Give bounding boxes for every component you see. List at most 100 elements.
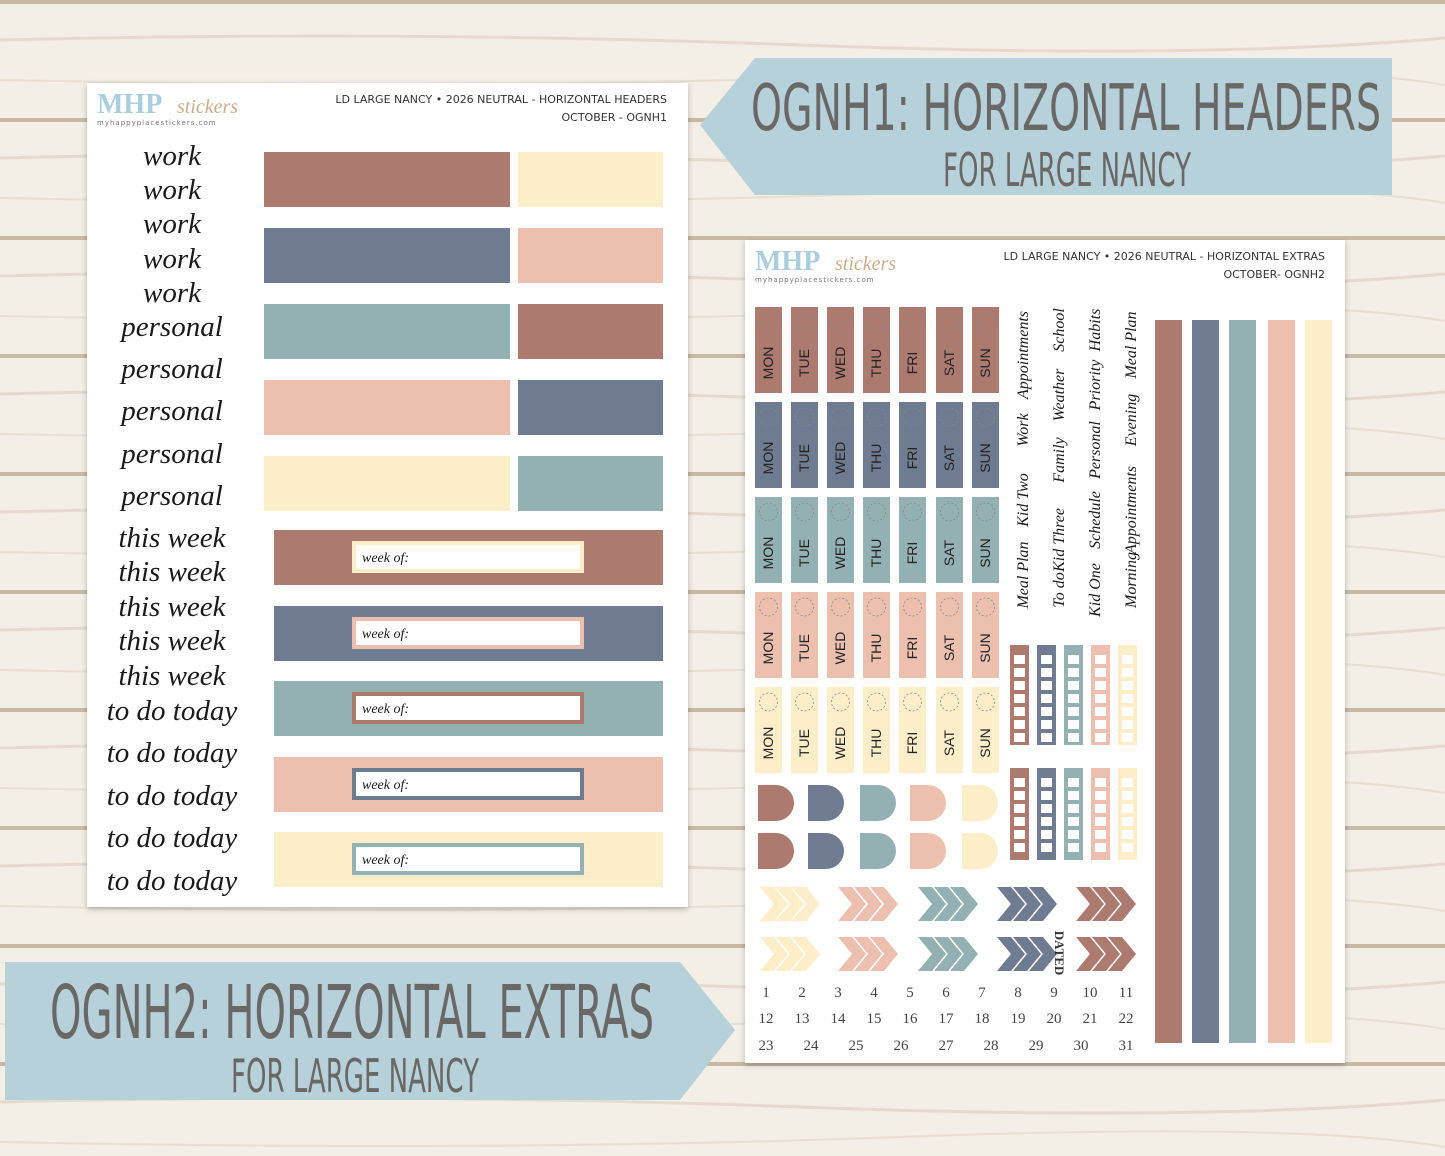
day-tab: [899, 592, 926, 678]
checkbox: [1068, 668, 1079, 677]
sheet-header: OCTOBER- OGNH2: [1223, 268, 1325, 281]
day-label: WED: [832, 632, 848, 665]
checkbox: [1014, 655, 1025, 664]
day-label: FRI: [904, 637, 920, 660]
vertical-strip: [1268, 320, 1295, 1043]
checkbox: [1068, 791, 1079, 800]
checkbox: [1014, 778, 1025, 787]
day-label: SAT: [941, 349, 957, 376]
checkbox: [1095, 681, 1106, 690]
arrow-chevron: [792, 887, 820, 921]
checkbox: [1041, 843, 1052, 852]
checkbox: [1095, 694, 1106, 703]
arrow-chevron: [1013, 887, 1041, 921]
day-label: TUE: [796, 729, 812, 757]
date-number: 28: [984, 1038, 999, 1054]
week-field: [352, 843, 584, 875]
checkbox: [1014, 830, 1025, 839]
week-field: [352, 692, 584, 724]
day-circle: [940, 597, 959, 617]
checkbox: [1122, 804, 1133, 813]
checkbox: [1041, 817, 1052, 826]
day-circle: [976, 597, 995, 617]
word-sticker: Meal Plan: [1123, 311, 1140, 379]
logo-script: stickers: [177, 96, 238, 118]
checkbox: [1041, 733, 1052, 742]
banner: [5, 962, 735, 1100]
day-circle: [903, 597, 922, 617]
checkbox: [1068, 830, 1079, 839]
day-circle: [940, 312, 959, 332]
day-label: MON: [760, 727, 776, 760]
day-circle: [795, 597, 814, 617]
label-sticker: to do today: [107, 822, 238, 854]
arrow-chevron: [792, 937, 820, 971]
arrow-chevron: [1108, 887, 1136, 921]
word-sticker: Habits: [1087, 309, 1104, 353]
checkbox: [1122, 681, 1133, 690]
banner-subtitle: FOR LARGE NANCY: [943, 143, 1192, 197]
label-sticker: work: [143, 243, 202, 275]
arrow-chevron: [838, 887, 866, 921]
word-sticker: Morning: [1123, 552, 1140, 609]
day-circle: [831, 502, 850, 522]
checkbox: [1068, 817, 1079, 826]
word-sticker: Work: [1015, 413, 1032, 447]
label-sticker: this week: [118, 660, 226, 692]
date-number: 16: [903, 1011, 919, 1027]
day-label: SUN: [977, 443, 993, 473]
label-sticker: to do today: [107, 695, 238, 727]
half-circle: [758, 785, 794, 821]
half-circle: [860, 785, 896, 821]
word-sticker: Family: [1051, 436, 1068, 483]
date-number: 20: [1047, 1011, 1062, 1027]
label-sticker: this week: [118, 556, 226, 588]
day-label: THU: [868, 444, 884, 473]
checkbox: [1014, 668, 1025, 677]
day-label: FRI: [904, 542, 920, 565]
day-label: THU: [868, 634, 884, 663]
checkbox: [1122, 778, 1133, 787]
arrow-chevron: [776, 937, 804, 971]
date-number: 29: [1029, 1038, 1044, 1054]
date-number: 27: [939, 1038, 955, 1054]
arrow-chevron: [870, 937, 898, 971]
checkbox: [1041, 655, 1052, 664]
day-circle: [795, 502, 814, 522]
day-label: FRI: [904, 352, 920, 375]
label-sticker: to do today: [107, 865, 238, 897]
date-number: 31: [1119, 1038, 1134, 1054]
arrow-chevron: [918, 937, 946, 971]
arrow-chevron: [838, 937, 866, 971]
half-circle: [860, 833, 896, 869]
day-label: FRI: [904, 732, 920, 755]
word-sticker: Personal: [1087, 421, 1104, 480]
checkbox: [1122, 655, 1133, 664]
arrow-chevron: [997, 937, 1025, 971]
word-sticker: To do: [1051, 572, 1068, 607]
date-number: 24: [804, 1038, 820, 1054]
day-circle: [903, 692, 922, 712]
day-circle: [795, 407, 814, 427]
checkbox: [1014, 817, 1025, 826]
half-circle: [962, 785, 998, 821]
header-strip: [264, 380, 510, 435]
half-circle: [910, 785, 946, 821]
half-circle: [910, 833, 946, 869]
arrow-chevron: [1029, 937, 1057, 971]
checkbox: [1041, 830, 1052, 839]
label-sticker: work: [143, 174, 202, 206]
header-strip: [518, 152, 663, 207]
date-number: 21: [1083, 1011, 1098, 1027]
checkbox: [1068, 733, 1079, 742]
arrow-chevron: [1108, 937, 1136, 971]
label-sticker: personal: [119, 438, 223, 470]
day-circle: [976, 407, 995, 427]
week-field-label: week of:: [362, 627, 409, 642]
checkbox: [1041, 668, 1052, 677]
date-number: 10: [1083, 985, 1098, 1001]
logo-brand: MHP: [755, 246, 820, 277]
day-label: WED: [832, 442, 848, 475]
half-circle: [962, 833, 998, 869]
day-label: SAT: [941, 539, 957, 566]
